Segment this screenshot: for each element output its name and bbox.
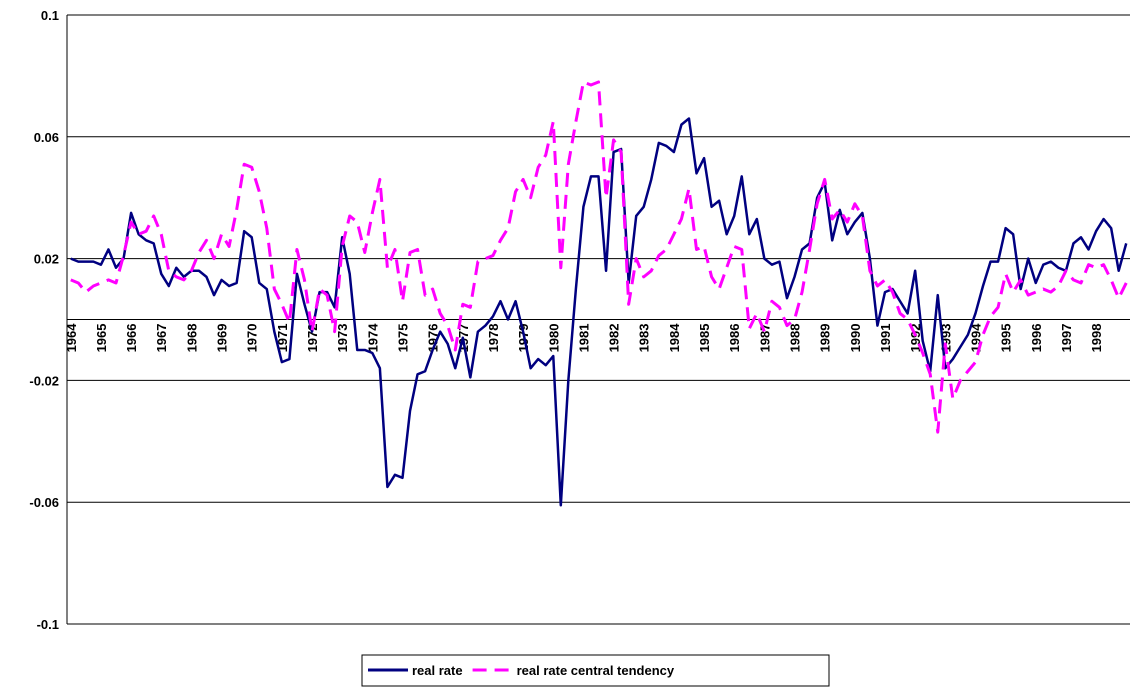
- legend-label: real rate central tendency: [517, 663, 675, 678]
- x-tick-label: 1986: [727, 324, 742, 353]
- x-tick-label: 1991: [878, 324, 893, 353]
- series-line: [70, 117, 1128, 507]
- x-tick-label: 1972: [305, 324, 320, 353]
- x-tick-label: 1987: [757, 324, 772, 353]
- x-tick-label: 1985: [697, 324, 712, 353]
- y-tick-label: -0.06: [29, 495, 59, 510]
- x-tick-label: 1995: [999, 324, 1014, 353]
- x-tick-label: 1990: [848, 324, 863, 353]
- x-tick-label: 1980: [546, 324, 561, 353]
- y-tick-label: -0.02: [29, 373, 59, 388]
- x-tick-label: 1983: [637, 324, 652, 353]
- series-line: [70, 80, 1128, 434]
- x-tick-label: 1965: [94, 324, 109, 353]
- legend-box: [361, 654, 830, 687]
- y-tick-label: -0.1: [37, 617, 59, 632]
- x-tick-label: 1974: [365, 323, 380, 353]
- x-tick-label: 1978: [486, 324, 501, 353]
- x-tick-label: 1976: [426, 324, 441, 353]
- x-tick-label: 1988: [788, 324, 803, 353]
- x-tick-label: 1966: [124, 324, 139, 353]
- x-tick-label: 1982: [607, 324, 622, 353]
- x-tick-label: 1970: [245, 324, 260, 353]
- x-tick-label: 1975: [395, 324, 410, 353]
- legend-label: real rate: [412, 663, 463, 678]
- x-tick-label: 1984: [667, 323, 682, 353]
- x-tick-label: 1968: [184, 324, 199, 353]
- y-tick-label: 0.06: [34, 130, 59, 145]
- x-tick-label: 1989: [818, 324, 833, 353]
- x-tick-label: 1973: [335, 324, 350, 353]
- x-tick-label: 1964: [64, 323, 79, 353]
- x-tick-label: 1997: [1059, 324, 1074, 353]
- x-tick-label: 1967: [154, 324, 169, 353]
- y-tick-label: 0.1: [41, 8, 59, 23]
- x-tick-label: 1996: [1029, 324, 1044, 353]
- y-tick-label: 0.02: [34, 252, 59, 267]
- x-tick-label: 1981: [576, 324, 591, 353]
- x-tick-label: 1969: [215, 324, 230, 353]
- x-tick-label: 1998: [1089, 324, 1104, 353]
